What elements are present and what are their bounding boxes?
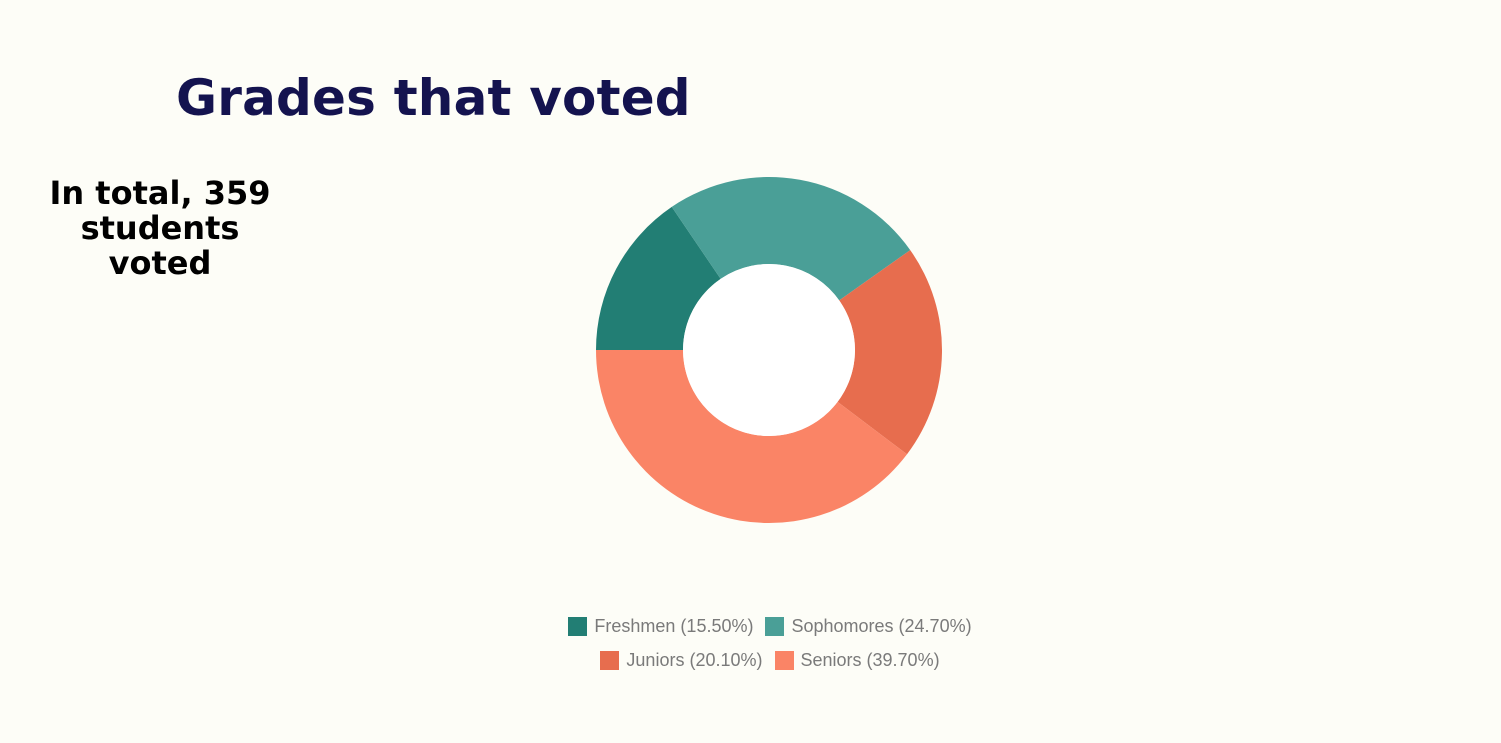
legend-item-freshmen[interactable]: Freshmen (15.50%) <box>568 616 753 637</box>
legend-row: Juniors (20.10%) Seniors (39.70%) <box>520 643 1020 677</box>
donut-slice-juniors[interactable] <box>837 250 942 455</box>
legend-label-sophomores: Sophomores (24.70%) <box>791 615 972 636</box>
legend-swatch-freshmen <box>568 616 588 636</box>
legend-swatch-juniors <box>600 650 620 670</box>
chart-legend: Freshmen (15.50%) Sophomores (24.70%) Ju… <box>520 609 1020 677</box>
legend-item-juniors[interactable]: Juniors (20.10%) <box>600 649 763 671</box>
legend-item-sophomores[interactable]: Sophomores (24.70%) <box>765 615 972 637</box>
summary-line: In total, 359 <box>49 174 271 212</box>
legend-label-juniors: Juniors (20.10%) <box>626 649 763 670</box>
legend-swatch-sophomores <box>765 616 785 636</box>
donut-slice-freshmen[interactable] <box>596 206 721 350</box>
legend-row: Freshmen (15.50%) Sophomores (24.70%) <box>520 609 1020 643</box>
legend-label-freshmen: Freshmen (15.50%) <box>594 615 754 636</box>
summary-line: voted <box>108 244 212 282</box>
page-title: Grades that voted <box>176 69 691 127</box>
donut-hole <box>683 264 855 436</box>
summary-line: students <box>80 209 240 247</box>
donut-slice-seniors[interactable] <box>595 350 908 523</box>
donut-slice-sophomores[interactable] <box>671 177 911 301</box>
legend-label-seniors: Seniors (39.70%) <box>800 649 940 670</box>
legend-item-seniors[interactable]: Seniors (39.70%) <box>774 649 940 671</box>
total-votes-summary: In total, 359 students voted <box>40 176 280 281</box>
legend-swatch-seniors <box>774 650 794 670</box>
